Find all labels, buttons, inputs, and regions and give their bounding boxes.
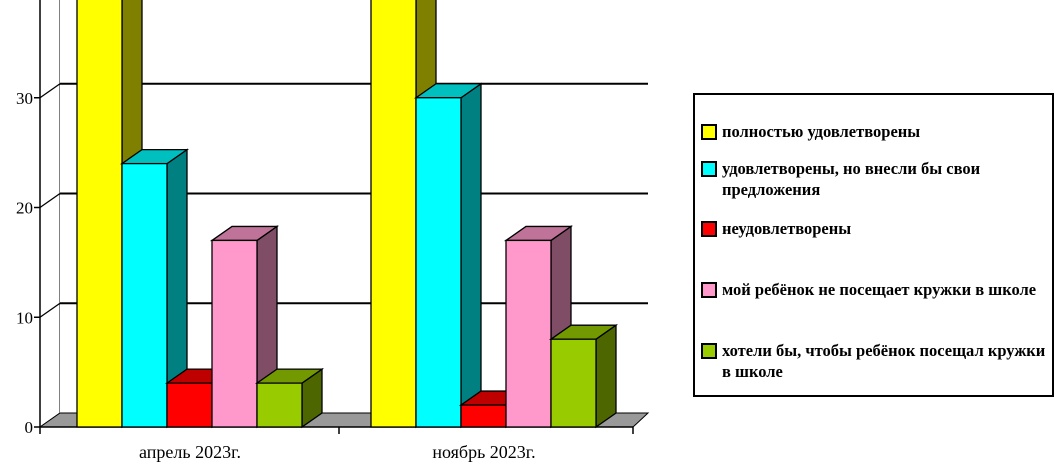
legend-item: хотели бы, чтобы ребёнок посещал кружки … [701,340,1056,382]
bar-front [415,97,462,428]
bar-front [505,239,552,428]
y-tick-label: 10 [16,308,33,327]
y-tick-label: 20 [16,199,33,218]
x-category-label: апрель 2023г. [139,442,241,462]
gridline-diag [39,83,61,99]
bar-front [550,338,597,428]
legend-label: хотели бы, чтобы ребёнок посещал кружки … [722,341,1046,381]
x-category-label: ноябрь 2023г. [432,442,535,462]
legend: полностью удовлетворены удовлетворены, но… [693,93,1054,397]
legend-label: мой ребёнок не посещает кружки в школе [722,280,1037,299]
legend-label: неудовлетворены [722,219,852,238]
bar-front [460,404,507,428]
bar-front [121,162,168,428]
bar-front [370,0,417,428]
bars [76,0,619,429]
gridline-diag [39,192,61,209]
bar-side [460,82,482,429]
legend-swatch [701,221,717,237]
bar-front [166,382,213,428]
gridline-diag [39,302,61,318]
bar-front [211,239,258,428]
bar-front [256,382,303,428]
bar-side [595,323,617,429]
legend-item: полностью удовлетворены [701,121,1056,142]
legend-item: удовлетворены, но внесли бы свои предлож… [701,158,1056,200]
side-wall [39,0,61,428]
legend-swatch [701,343,717,359]
legend-swatch [701,161,717,177]
y-axis-tick-labels: 0102030405060 [16,89,34,437]
y-tick-label: 0 [25,418,34,437]
bar [119,148,190,429]
legend-item: мой ребёнок не посещает кружки в школе [701,279,1056,300]
bar [413,82,484,429]
bar-front [76,0,123,428]
x-axis-category-labels: апрель 2023г. ноябрь 2023г. [139,442,536,462]
legend-swatch [701,282,717,298]
bar [254,367,325,429]
y-tick-label: 30 [16,89,33,108]
legend-swatch [701,124,717,140]
bar [548,323,619,429]
legend-item: неудовлетворены [701,218,1056,239]
legend-label: удовлетворены, но внесли бы свои предлож… [722,159,981,199]
legend-label: полностью удовлетворены [722,122,921,141]
